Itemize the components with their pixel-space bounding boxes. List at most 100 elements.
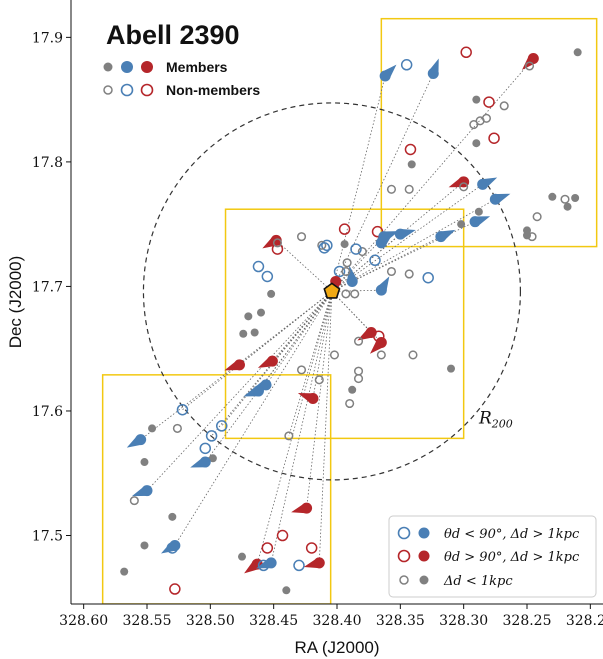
galaxy-member	[257, 308, 265, 317]
vector-line	[331, 73, 434, 292]
galaxy-member	[301, 502, 313, 514]
galaxy-nonmember	[373, 330, 385, 342]
y-axis-label: Dec (J2000)	[6, 256, 25, 349]
galaxy-nonmember	[350, 289, 360, 299]
r200-label: R200	[478, 408, 513, 430]
galaxy-member	[140, 541, 149, 550]
galaxy-member	[340, 240, 349, 249]
legend-nonmembers-label: Non-members	[166, 82, 260, 98]
x-axis-label: RA (J2000)	[294, 638, 379, 657]
top-legend: Members Non-members	[103, 59, 260, 98]
galaxy-nonmember	[276, 529, 289, 542]
galaxy-nonmember	[353, 374, 364, 384]
galaxy-member	[427, 67, 439, 79]
galaxy-nonmember	[404, 143, 417, 156]
galaxy-nonmember	[460, 46, 472, 59]
galaxy-member	[208, 454, 217, 463]
galaxy-member	[252, 385, 264, 397]
legend-members-label: Members	[166, 59, 228, 75]
y-ticks: 17.5 17.6 17.7 17.8 17.9	[32, 30, 71, 545]
vector-line	[204, 291, 333, 463]
legend-nonmember-gray	[103, 85, 113, 95]
legend-row1-open	[397, 526, 411, 540]
galaxy-member	[346, 275, 358, 287]
legend-row3-filled	[419, 575, 429, 585]
x-tick-label: 328.40	[313, 613, 362, 629]
galaxy-member	[571, 194, 580, 203]
galaxy-nonmember	[357, 247, 367, 257]
y-tick-label: 17.5	[32, 529, 63, 545]
galaxy-nonmember	[408, 350, 418, 360]
galaxy-nonmember	[345, 398, 355, 409]
vector-line	[331, 183, 483, 292]
legend-row3-open	[399, 575, 409, 585]
x-tick-label: 328.60	[59, 613, 108, 629]
galaxy-member	[407, 160, 416, 169]
legend-row3-label: Δd < 1kpc	[443, 574, 513, 589]
galaxy-member	[239, 329, 248, 338]
legend-row2-filled	[418, 550, 430, 562]
y-tick-label: 17.9	[32, 30, 63, 46]
vector-line	[312, 291, 333, 399]
galaxy-member	[250, 328, 259, 337]
vector-line	[306, 291, 333, 509]
galaxy-nonmember	[386, 184, 397, 194]
galaxy-nonmember	[376, 350, 386, 360]
galaxy-member	[135, 434, 147, 446]
galaxy-member	[120, 567, 129, 576]
galaxy-nonmember	[400, 59, 413, 71]
region-box	[380, 17, 598, 248]
vector-line	[331, 233, 401, 292]
galaxy-nonmember	[261, 270, 274, 283]
galaxy-nonmember	[252, 260, 265, 273]
vector-line	[331, 198, 496, 292]
vector-line	[331, 75, 386, 292]
galaxy-nonmember	[422, 271, 434, 284]
plot-area	[101, 17, 598, 604]
galaxy-nonmember	[317, 240, 327, 250]
galaxy-member	[375, 237, 387, 249]
galaxy-nonmember	[272, 238, 283, 248]
galaxy-member	[375, 284, 387, 296]
galaxy-nonmember	[353, 366, 364, 376]
vector-line	[288, 291, 333, 436]
galaxy-nonmember	[499, 101, 509, 111]
galaxy-member	[472, 95, 481, 104]
galaxy-member	[447, 364, 455, 373]
galaxy-nonmember	[205, 430, 218, 442]
galaxy-nonmember	[353, 336, 364, 346]
vector-lines	[140, 58, 534, 565]
galaxy-member	[169, 539, 181, 551]
galaxy-member	[282, 586, 291, 595]
region-box	[101, 374, 332, 604]
region-box	[224, 208, 465, 440]
vector-line	[331, 291, 382, 343]
legend-row2-open	[397, 549, 411, 563]
galaxy-member	[548, 192, 557, 201]
galaxy-member	[199, 456, 211, 468]
r200-circle	[142, 102, 522, 481]
legend-member-red	[141, 61, 153, 73]
galaxy-member	[474, 207, 483, 216]
legend-nonmember-blue	[120, 83, 134, 97]
galaxy-nonmember	[296, 365, 307, 375]
vector-line	[265, 291, 333, 386]
x-ticks: 328.60 328.55 328.50 328.45 328.40 328.35 328.…	[59, 604, 603, 629]
galaxy-nonmember	[314, 375, 324, 385]
galaxy-member	[233, 359, 245, 371]
galaxy-nonmember	[172, 423, 182, 433]
galaxy-member	[267, 289, 276, 298]
galaxy-member	[394, 228, 406, 240]
galaxy-member	[148, 424, 157, 433]
y-tick-label: 17.7	[32, 279, 63, 295]
chart-title: Abell 2390	[106, 20, 240, 50]
region-boxes	[101, 17, 598, 604]
galaxy-member	[141, 485, 153, 497]
legend-nonmember-red	[140, 83, 154, 97]
legend-row2-label: θd > 90°, Δd > 1kpc	[444, 550, 580, 565]
galaxy-member	[266, 355, 278, 367]
galaxy-points	[120, 46, 582, 595]
galaxy-nonmember	[305, 542, 318, 554]
bottom-legend: θd < 90°, Δd > 1kpc θd > 90°, Δd > 1kpc …	[388, 515, 597, 598]
galaxy-nonmember	[215, 420, 228, 432]
